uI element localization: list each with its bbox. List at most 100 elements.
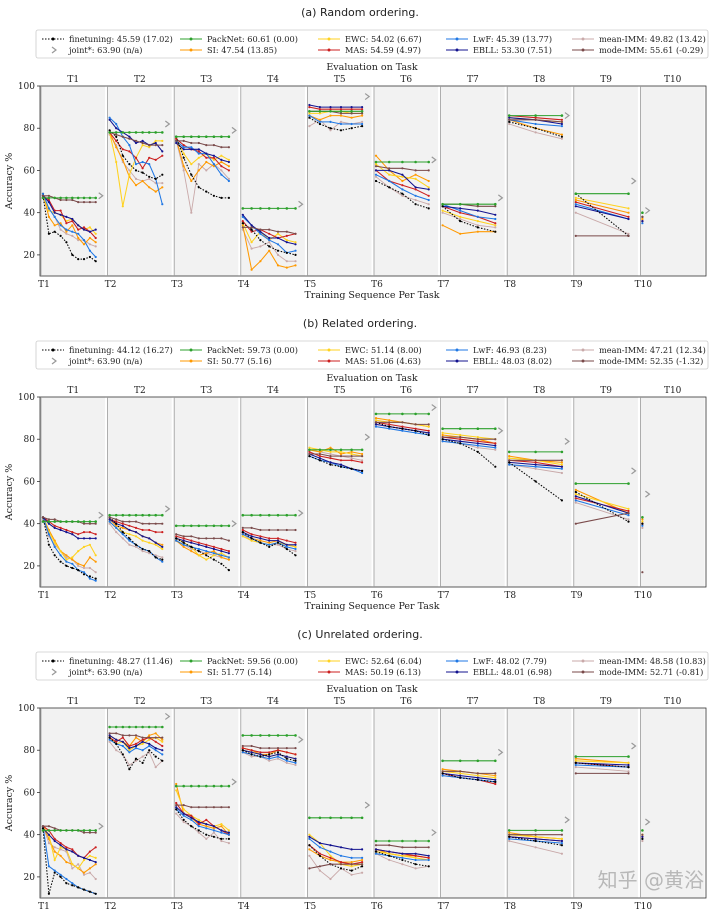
data-point-mode_imm bbox=[182, 804, 185, 807]
data-point-lwf bbox=[59, 554, 62, 557]
data-point-finetuning bbox=[197, 186, 200, 189]
series-line-mas bbox=[575, 201, 629, 218]
data-point-finetuning bbox=[220, 837, 223, 841]
data-point-packnet bbox=[227, 524, 231, 528]
data-point-lwf bbox=[374, 852, 378, 855]
data-point-finetuning bbox=[350, 127, 353, 130]
data-point-finetuning bbox=[197, 550, 200, 553]
data-point-mode_imm bbox=[441, 770, 444, 773]
series-line-lwf bbox=[309, 838, 363, 859]
task-column-bg bbox=[441, 397, 505, 587]
data-point-mode_imm bbox=[350, 455, 353, 458]
data-point-finetuning bbox=[329, 463, 332, 466]
data-point-ebll bbox=[53, 839, 56, 843]
data-point-ebll bbox=[494, 444, 497, 447]
data-point-ewc bbox=[53, 858, 56, 862]
series-line-lwf bbox=[442, 440, 496, 449]
data-point-finetuning bbox=[294, 253, 297, 256]
data-point-lwf bbox=[128, 144, 131, 147]
data-point-mode_imm bbox=[329, 863, 332, 866]
data-point-packnet bbox=[534, 450, 537, 454]
data-point-lwf bbox=[294, 547, 297, 551]
data-point-mode_imm bbox=[534, 833, 537, 836]
data-point-ewc bbox=[560, 463, 564, 466]
data-point-lwf bbox=[121, 744, 124, 748]
data-point-ewc bbox=[494, 776, 497, 779]
data-point-si bbox=[441, 768, 444, 771]
bottom-tick-label: T7 bbox=[438, 280, 450, 290]
legend-entry-ebll: EBLL: 48.01 (6.98) bbox=[446, 667, 552, 677]
data-point-si bbox=[161, 738, 164, 741]
data-point-lwf bbox=[285, 545, 288, 549]
data-point-mas bbox=[241, 747, 244, 750]
data-point-packnet bbox=[197, 784, 201, 788]
task-column-bg bbox=[174, 708, 239, 898]
task-column-bg bbox=[507, 397, 572, 587]
data-point-finetuning bbox=[401, 427, 404, 430]
data-point-lwf bbox=[276, 755, 280, 758]
data-point-mean_imm bbox=[94, 245, 97, 248]
data-point-mode_imm bbox=[508, 118, 511, 121]
task-group-T7 bbox=[441, 748, 504, 786]
data-point-ewc bbox=[285, 239, 288, 242]
data-point-mas bbox=[220, 165, 223, 168]
data-point-finetuning bbox=[508, 835, 511, 838]
data-point-si bbox=[441, 433, 444, 437]
data-point-ebll bbox=[88, 858, 91, 862]
data-point-mean_imm bbox=[197, 163, 200, 166]
data-point-mean_imm bbox=[250, 247, 253, 250]
data-point-finetuning bbox=[88, 255, 91, 259]
data-point-mean_imm bbox=[227, 177, 230, 180]
data-point-finetuning bbox=[161, 759, 164, 762]
legend-entry-ewc: EWC: 51.14 (8.00) bbox=[318, 345, 422, 355]
data-point-finetuning bbox=[534, 839, 537, 843]
data-point-ebll bbox=[47, 522, 51, 525]
data-point-packnet bbox=[276, 513, 280, 517]
data-point-lwf bbox=[285, 759, 288, 762]
data-point-mode_imm bbox=[294, 528, 297, 532]
data-point-ewc bbox=[494, 224, 497, 227]
task-group-T2 bbox=[108, 505, 171, 563]
data-point-ewc bbox=[388, 173, 391, 176]
y-tick-label: 20 bbox=[24, 251, 36, 261]
data-point-mode_imm bbox=[190, 806, 193, 809]
top-tick-label: T9 bbox=[600, 697, 612, 707]
data-point-si bbox=[65, 230, 68, 233]
data-point-mas bbox=[534, 116, 537, 119]
x-axis-label: Training Sequence Per Task bbox=[304, 290, 439, 301]
data-point-ebll bbox=[134, 744, 138, 748]
data-point-ebll bbox=[108, 518, 111, 521]
data-point-packnet bbox=[53, 829, 56, 832]
data-point-mas bbox=[175, 801, 178, 805]
data-point-mas bbox=[212, 156, 215, 159]
data-point-finetuning bbox=[88, 575, 91, 578]
data-point-mean_imm bbox=[308, 125, 311, 128]
data-point-mode_imm bbox=[250, 744, 253, 748]
data-point-mode_imm bbox=[94, 201, 97, 204]
data-point-mean_imm bbox=[276, 543, 280, 546]
data-point-mode_imm bbox=[88, 831, 91, 834]
data-point-lwf bbox=[53, 215, 56, 218]
legend-marker bbox=[51, 659, 55, 663]
data-point-ebll bbox=[161, 749, 164, 752]
data-point-ebll bbox=[212, 825, 215, 828]
data-point-ewc bbox=[121, 205, 124, 208]
data-point-ebll bbox=[374, 848, 378, 851]
data-point-lwf bbox=[259, 232, 262, 235]
data-point-packnet bbox=[94, 520, 97, 523]
data-point-mas bbox=[494, 782, 497, 786]
data-point-packnet bbox=[285, 513, 289, 517]
data-point-lwf bbox=[294, 761, 297, 765]
data-point-si bbox=[88, 867, 91, 870]
data-point-lwf bbox=[88, 577, 91, 580]
series-line-si bbox=[575, 199, 629, 214]
data-point-packnet bbox=[267, 207, 271, 210]
data-point-mode_imm bbox=[148, 522, 151, 525]
data-point-ewc bbox=[220, 552, 223, 555]
legend-entry-packnet: PackNet: 60.61 (0.00) bbox=[180, 34, 298, 44]
data-point-packnet bbox=[147, 513, 151, 517]
legend-label: finetuning: 44.12 (16.27) bbox=[69, 345, 173, 355]
data-point-packnet bbox=[190, 784, 193, 788]
joint-marker bbox=[98, 511, 104, 519]
data-point-packnet bbox=[387, 160, 391, 164]
